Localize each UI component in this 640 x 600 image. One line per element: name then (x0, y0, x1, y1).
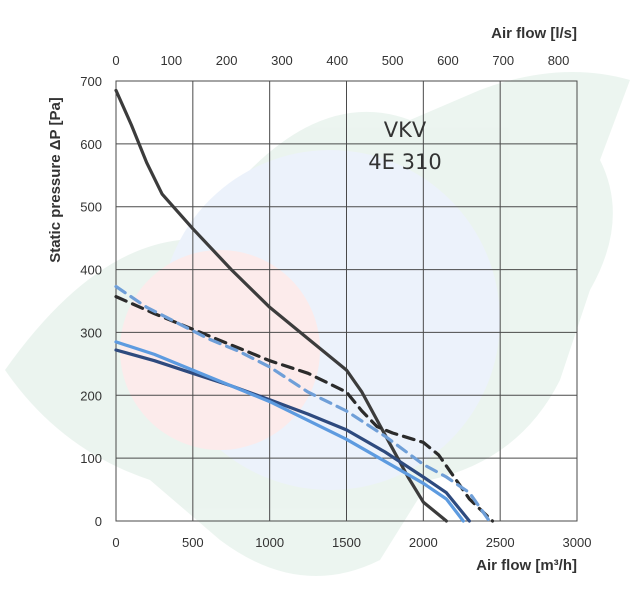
series-line-3 (114, 284, 491, 523)
y-tick-label: 700 (80, 74, 102, 89)
y-tick-label: 400 (80, 263, 102, 278)
series-line-1 (114, 88, 448, 523)
y-tick-label: 100 (80, 451, 102, 466)
y-tick-label: 0 (95, 514, 102, 529)
x-tick-label: 0 (112, 535, 119, 550)
series-line-2 (114, 295, 495, 523)
x2-tick-label: 100 (160, 53, 182, 68)
x2-ticks: 0 100 200 300 400 500 600 700 800 (112, 53, 569, 68)
series-line-4 (114, 348, 471, 523)
x-tick-label: 1500 (332, 535, 361, 550)
x2-tick-label: 700 (492, 53, 514, 68)
x-tick-label: 3000 (563, 535, 592, 550)
x2-tick-label: 500 (382, 53, 404, 68)
x-tick-label: 500 (182, 535, 204, 550)
series-group (114, 88, 495, 523)
y-tick-label: 600 (80, 137, 102, 152)
y-axis-title: Static pressure ΔP [Pa] (47, 97, 64, 263)
y-tick-label: 500 (80, 200, 102, 215)
x2-tick-label: 300 (271, 53, 293, 68)
y-tick-label: 200 (80, 388, 102, 403)
x2-tick-label: 0 (112, 53, 119, 68)
x2-tick-label: 800 (548, 53, 570, 68)
x2-tick-label: 600 (437, 53, 459, 68)
x-tick-label: 2500 (486, 535, 515, 550)
y-tick-label: 300 (80, 325, 102, 340)
series-line-5 (114, 340, 465, 523)
model-label-line1: VKV (384, 118, 427, 142)
x-tick-label: 2000 (409, 535, 438, 550)
x-ticks: 0 500 1000 1500 2000 2500 3000 (112, 535, 591, 550)
x2-axis-title: Air flow [l/s] (491, 25, 577, 42)
x2-tick-label: 200 (216, 53, 238, 68)
x2-tick-label: 400 (326, 53, 348, 68)
grid (115, 80, 578, 522)
x-tick-label: 1000 (255, 535, 284, 550)
model-label-line2: 4E 310 (368, 150, 441, 174)
x-axis-title: Air flow [m³/h] (476, 557, 577, 574)
y-ticks: 0 100 200 300 400 500 600 700 (80, 74, 102, 529)
